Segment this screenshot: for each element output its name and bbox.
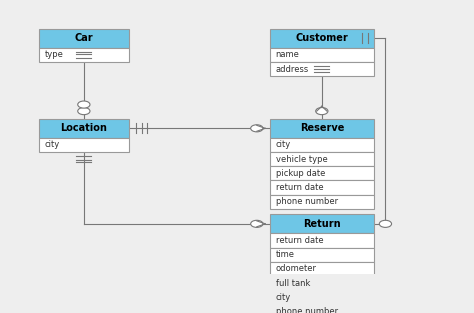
Text: city: city — [45, 141, 60, 150]
FancyBboxPatch shape — [39, 48, 128, 62]
Circle shape — [78, 108, 90, 115]
Text: Car: Car — [74, 33, 93, 43]
FancyBboxPatch shape — [270, 166, 374, 180]
Text: address: address — [276, 64, 309, 74]
Text: city: city — [276, 141, 291, 150]
Circle shape — [379, 220, 392, 227]
FancyBboxPatch shape — [270, 180, 374, 195]
Text: name: name — [276, 50, 300, 59]
FancyBboxPatch shape — [270, 290, 374, 304]
Circle shape — [78, 101, 90, 108]
Text: vehicle type: vehicle type — [276, 155, 328, 164]
Text: phone number: phone number — [276, 307, 338, 313]
FancyBboxPatch shape — [270, 262, 374, 276]
FancyBboxPatch shape — [270, 48, 374, 62]
FancyBboxPatch shape — [270, 62, 374, 76]
Circle shape — [251, 125, 263, 132]
FancyBboxPatch shape — [270, 304, 374, 313]
FancyBboxPatch shape — [270, 119, 374, 138]
Text: Reserve: Reserve — [300, 123, 344, 133]
FancyBboxPatch shape — [270, 233, 374, 248]
Text: return date: return date — [276, 183, 323, 192]
FancyBboxPatch shape — [39, 119, 128, 138]
FancyBboxPatch shape — [270, 152, 374, 166]
FancyBboxPatch shape — [270, 29, 374, 48]
Text: city: city — [276, 293, 291, 302]
Text: Customer: Customer — [295, 33, 348, 43]
FancyBboxPatch shape — [39, 138, 128, 152]
Text: type: type — [45, 50, 64, 59]
FancyBboxPatch shape — [270, 248, 374, 262]
Circle shape — [251, 220, 263, 227]
FancyBboxPatch shape — [270, 276, 374, 290]
FancyBboxPatch shape — [270, 214, 374, 233]
FancyBboxPatch shape — [270, 138, 374, 152]
Text: Return: Return — [303, 219, 341, 229]
Text: phone number: phone number — [276, 197, 338, 206]
Text: odometer: odometer — [276, 264, 317, 273]
Text: Location: Location — [60, 123, 107, 133]
Text: full tank: full tank — [276, 279, 310, 288]
Text: pickup date: pickup date — [276, 169, 325, 178]
FancyBboxPatch shape — [39, 29, 128, 48]
Text: return date: return date — [276, 236, 323, 245]
FancyBboxPatch shape — [270, 195, 374, 209]
Circle shape — [316, 108, 328, 115]
Text: time: time — [276, 250, 295, 259]
